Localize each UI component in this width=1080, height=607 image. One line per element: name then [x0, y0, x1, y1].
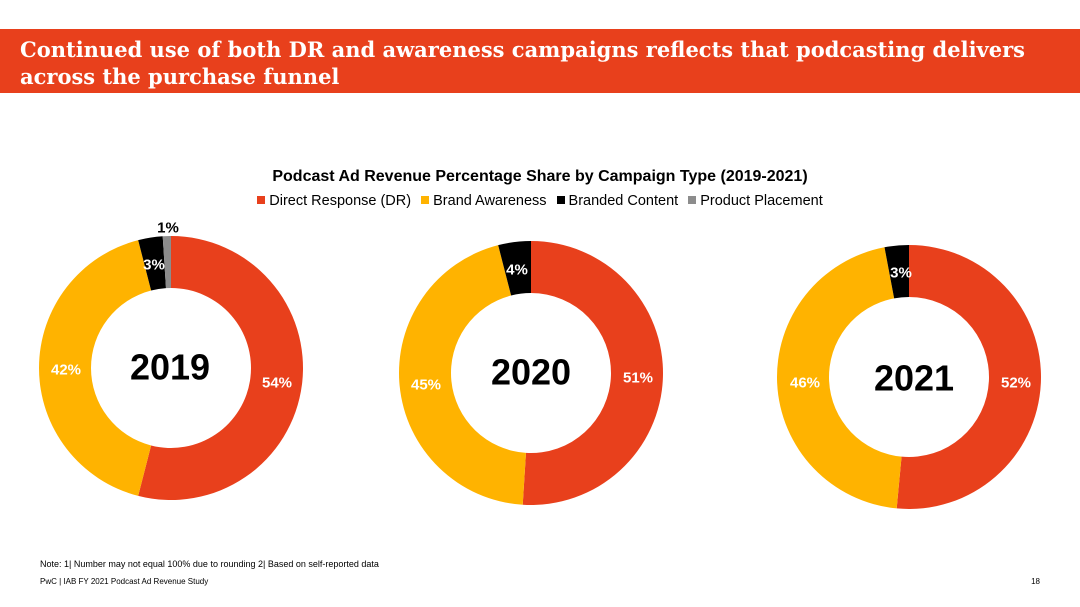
legend-label-branded-content: Branded Content: [568, 193, 679, 209]
data-label-2020-dr: 51%: [623, 370, 653, 387]
legend-swatch-dr: [257, 196, 266, 204]
slice-2019-brand-awareness: [39, 240, 152, 496]
legend-item-branded-content: Branded Content: [556, 193, 679, 209]
page-number: 18: [1031, 577, 1040, 586]
slice-2019-product-placement: [162, 236, 171, 289]
legend-swatch-brand-awareness: [421, 196, 430, 204]
slice-2020-dr: [522, 241, 664, 505]
legend: Direct Response (DR) Brand Awareness Bra…: [0, 193, 1080, 209]
slice-2021-branded-content: [884, 245, 909, 299]
footer-source: PwC | IAB FY 2021 Podcast Ad Revenue Stu…: [40, 577, 209, 586]
legend-item-dr: Direct Response (DR): [257, 193, 411, 209]
slice-2019-dr: [138, 236, 304, 500]
data-label-2019-branded-content: 3%: [143, 257, 165, 274]
legend-label-product-placement: Product Placement: [700, 193, 823, 209]
data-label-2019-brand-awareness: 42%: [51, 362, 81, 379]
slice-2020-branded-content: [498, 241, 531, 296]
year-label-2020: 2020: [491, 352, 571, 393]
chart-title: Podcast Ad Revenue Percentage Share by C…: [272, 168, 808, 185]
data-label-2021-dr: 52%: [1001, 375, 1031, 392]
data-label-2021-brand-awareness: 46%: [790, 375, 820, 392]
data-label-2020-brand-awareness: 45%: [411, 377, 441, 394]
slide-title: Continued use of both DR and awareness c…: [20, 37, 1025, 89]
title-bar: Continued use of both DR and awareness c…: [0, 29, 1080, 93]
legend-label-brand-awareness: Brand Awareness: [433, 193, 547, 209]
data-label-2019-product-placement: 1%: [157, 220, 179, 237]
slice-2021-brand-awareness: [777, 247, 902, 509]
legend-swatch-branded-content: [556, 196, 565, 204]
data-label-2019-dr: 54%: [262, 375, 292, 392]
legend-swatch-product-placement: [688, 196, 697, 204]
legend-label-dr: Direct Response (DR): [269, 193, 412, 209]
data-label-2020-branded-content: 4%: [506, 262, 528, 279]
slice-2020-brand-awareness: [398, 245, 526, 505]
legend-item-product-placement: Product Placement: [688, 193, 823, 209]
slice-2019-branded-content: [138, 236, 166, 291]
year-label-2019: 2019: [130, 347, 210, 388]
legend-item-brand-awareness: Brand Awareness: [421, 193, 547, 209]
footnote: Note: 1| Number may not equal 100% due t…: [40, 559, 379, 569]
data-label-2021-branded-content: 3%: [890, 265, 912, 282]
year-label-2021: 2021: [874, 358, 954, 399]
slice-2021-dr: [896, 245, 1041, 509]
